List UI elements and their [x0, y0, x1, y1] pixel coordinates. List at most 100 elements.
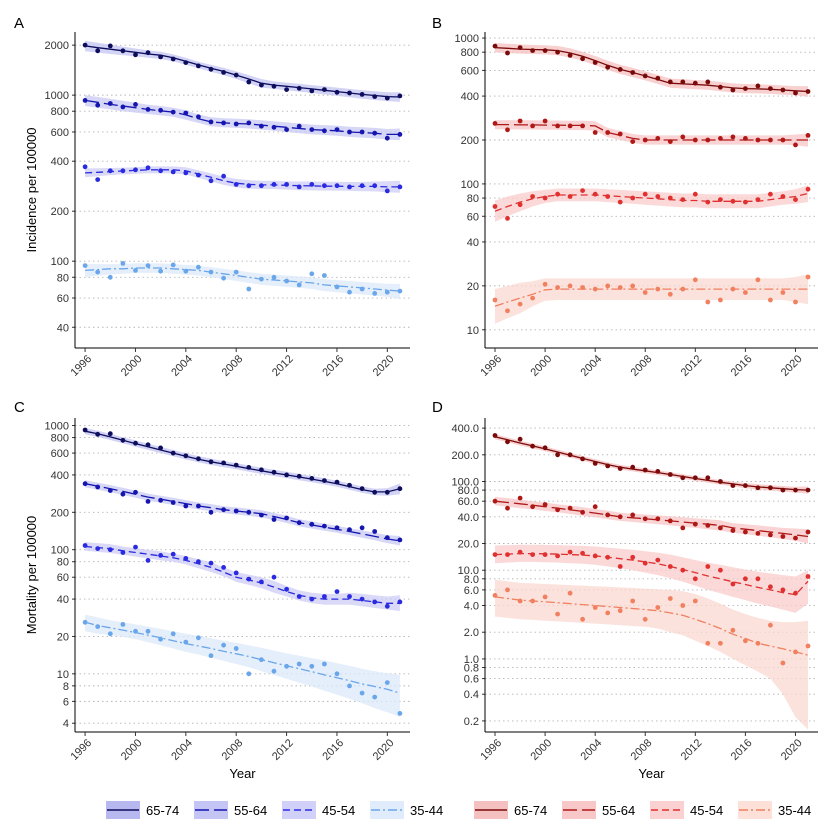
data-point [145, 50, 151, 56]
data-point [655, 469, 661, 474]
data-point [642, 191, 648, 197]
data-point [705, 640, 711, 646]
y-tick-label: 100 [51, 545, 69, 557]
series-45-54 [492, 185, 811, 222]
fit-line [494, 288, 808, 307]
y-tick-label: 800 [51, 433, 69, 445]
data-point [530, 598, 535, 604]
data-point [567, 53, 573, 58]
data-point [642, 467, 648, 473]
data-point [259, 276, 264, 282]
data-point [82, 481, 88, 487]
data-point [592, 286, 598, 292]
data-point [580, 550, 585, 556]
data-point [505, 552, 510, 557]
x-tick-label: 2000 [119, 353, 145, 379]
data-point [309, 476, 315, 481]
x-tick-label: 2020 [371, 353, 397, 379]
y-tick-label: 40 [467, 237, 479, 249]
data-point [246, 576, 252, 582]
data-point [347, 683, 352, 689]
data-point [259, 82, 264, 88]
x-tick-label: 2016 [320, 737, 346, 763]
y-tick-label: 1000 [45, 421, 69, 433]
confidence-band [85, 480, 400, 546]
fit-line [495, 123, 808, 141]
data-point [107, 101, 113, 106]
data-point [196, 503, 201, 509]
data-point [246, 183, 252, 189]
data-point [655, 557, 661, 563]
data-point [309, 182, 315, 187]
fit-line [494, 192, 809, 212]
data-point [630, 554, 636, 560]
data-point [208, 66, 214, 72]
data-point [120, 550, 126, 555]
data-point [158, 553, 164, 558]
legend-label: 55-64 [602, 803, 635, 818]
data-point [705, 137, 711, 143]
data-point [133, 102, 138, 107]
data-point [296, 282, 302, 288]
data-point [592, 191, 598, 197]
data-point [271, 83, 277, 89]
legend-label: 65-74 [514, 803, 547, 818]
confidence-band [495, 274, 808, 324]
data-point [592, 553, 598, 559]
x-tick-label: 2016 [729, 353, 755, 379]
x-tick-label: 2004 [579, 737, 605, 763]
data-point [296, 661, 302, 667]
data-point [397, 132, 403, 137]
data-point [82, 164, 88, 170]
data-point [233, 570, 239, 576]
data-point [170, 631, 176, 637]
data-point [517, 495, 523, 501]
data-point [743, 483, 748, 488]
data-point [567, 549, 573, 555]
x-tick-label: 2000 [119, 737, 145, 763]
data-point [221, 460, 227, 466]
data-point [680, 525, 686, 531]
y-tick-label: 600 [461, 65, 479, 77]
series-55-64 [82, 95, 403, 141]
data-point [517, 45, 523, 50]
data-point [805, 574, 811, 579]
data-point [334, 589, 340, 594]
data-point [492, 297, 498, 303]
data-point [492, 43, 498, 49]
data-point [82, 98, 88, 103]
data-point [95, 431, 101, 437]
data-point [517, 598, 523, 604]
data-point [530, 48, 535, 53]
data-point [667, 195, 673, 201]
data-point [492, 121, 498, 126]
fit-line [85, 267, 400, 292]
series-55-64 [82, 480, 403, 546]
data-point [397, 93, 403, 99]
fit-line [85, 545, 400, 604]
data-point [82, 42, 88, 48]
data-point [555, 452, 560, 458]
legend-key-fill [738, 801, 772, 819]
data-point [271, 469, 277, 475]
data-point [133, 489, 138, 495]
data-point [334, 525, 340, 531]
data-point [170, 169, 176, 175]
data-point [208, 509, 214, 515]
data-point [780, 587, 786, 593]
data-point [284, 127, 289, 132]
data-point [322, 87, 327, 92]
data-point [322, 661, 327, 667]
data-point [605, 283, 611, 289]
data-point [145, 558, 151, 563]
data-point [233, 646, 239, 651]
data-point [133, 167, 138, 173]
data-point [793, 487, 798, 493]
data-point [768, 297, 773, 303]
data-point [492, 204, 498, 209]
data-point [768, 137, 773, 143]
data-point [372, 183, 378, 189]
data-point [183, 110, 189, 116]
series-35-44 [492, 274, 811, 324]
data-point [680, 567, 686, 573]
